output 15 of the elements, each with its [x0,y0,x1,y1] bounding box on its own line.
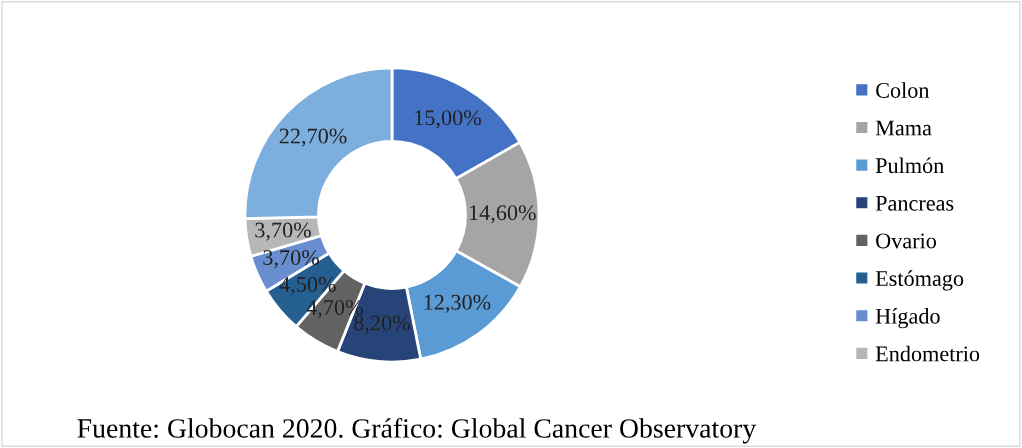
data-label: 22,70% [279,128,347,147]
legend-label: Colon [876,82,930,98]
legend-label: Mama [875,120,932,136]
legend-label: Hígado [875,308,940,329]
legend-label: Pulmón [875,157,944,174]
data-label: 14,60% [469,205,536,224]
data-label: 3,70% [263,250,319,269]
data-label: 12,30% [424,294,491,313]
legend-label: Endometrio [875,345,980,362]
data-label: 15,00% [415,110,481,129]
source-note: Fuente: Globocan 2020. Gráfico: Global Cancer Observatory [77,417,757,444]
legend-label: Estómago [875,270,964,291]
legend-label: Pancreas [875,195,954,211]
legend-label: Ovario [876,233,937,249]
data-label: 3,70% [255,222,311,241]
